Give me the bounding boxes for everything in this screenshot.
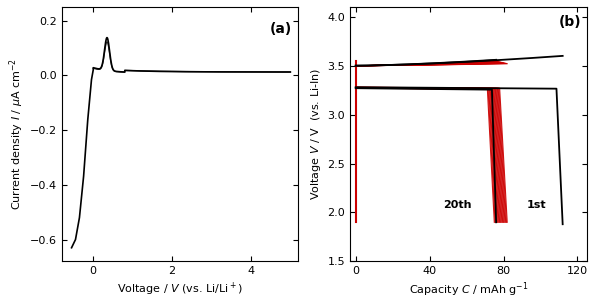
Y-axis label: Voltage $V$ / V  (vs. Li-In): Voltage $V$ / V (vs. Li-In) xyxy=(309,68,324,200)
Text: 20th: 20th xyxy=(443,200,471,210)
X-axis label: Voltage / $V$ (vs. Li/Li$^+$): Voltage / $V$ (vs. Li/Li$^+$) xyxy=(117,281,243,298)
Text: (b): (b) xyxy=(558,15,581,28)
Text: 1st: 1st xyxy=(527,200,547,210)
Y-axis label: Current density $I$ / $\mu$A cm$^{-2}$: Current density $I$ / $\mu$A cm$^{-2}$ xyxy=(7,58,26,210)
Text: (a): (a) xyxy=(270,22,292,36)
X-axis label: Capacity $C$ / mAh g$^{-1}$: Capacity $C$ / mAh g$^{-1}$ xyxy=(409,281,528,299)
